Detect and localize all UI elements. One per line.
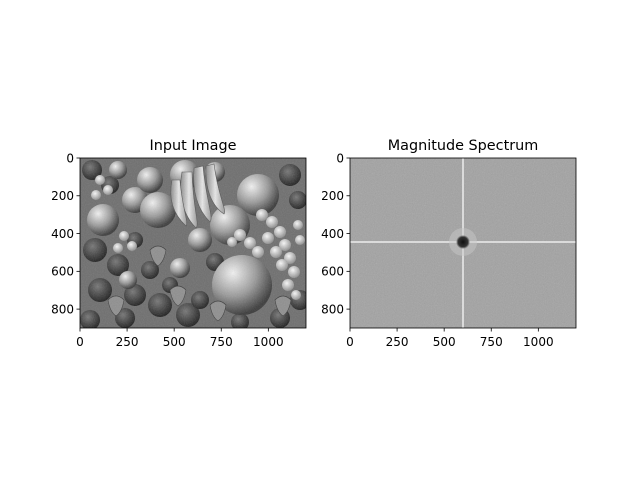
x-axis: 0 250 500 750 1000: [346, 328, 554, 349]
spectrum-center-blob: [456, 235, 470, 249]
x-tick-label: 1000: [523, 335, 554, 349]
y-tick-label: 200: [51, 189, 74, 203]
y-tick-label: 800: [51, 302, 74, 316]
x-tick-label: 750: [210, 335, 233, 349]
y-tick-label: 400: [321, 227, 344, 241]
y-tick-label: 0: [66, 151, 74, 165]
axes-frame: [79, 157, 307, 329]
x-tick-label: 500: [163, 335, 186, 349]
y-tick-label: 400: [51, 227, 74, 241]
x-tick-label: 250: [116, 335, 139, 349]
x-tick-label: 1000: [253, 335, 284, 349]
axes-input-image: Input Image: [51, 138, 307, 349]
x-tick-label: 250: [386, 335, 409, 349]
y-tick-label: 600: [51, 265, 74, 279]
axes-magnitude-spectrum: Magnitude Spectrum 0 250 500 750 1000 0 200 40…: [321, 138, 577, 349]
y-tick-label: 200: [321, 189, 344, 203]
x-tick-label: 750: [480, 335, 503, 349]
y-tick-label: 600: [321, 265, 344, 279]
y-axis: 0 200 400 600 800: [321, 151, 350, 316]
axes-title: Magnitude Spectrum: [388, 138, 539, 154]
axes-frame: [349, 157, 577, 329]
x-tick-label: 0: [76, 335, 84, 349]
x-tick-label: 0: [346, 335, 354, 349]
y-tick-label: 0: [336, 151, 344, 165]
y-tick-label: 800: [321, 302, 344, 316]
spectrum-image: [350, 158, 576, 328]
x-tick-label: 500: [433, 335, 456, 349]
input-image: [80, 158, 306, 328]
x-axis: 0 250 500 750 1000: [76, 328, 284, 349]
y-axis: 0 200 400 600 800: [51, 151, 80, 316]
axes-title: Input Image: [150, 138, 237, 154]
